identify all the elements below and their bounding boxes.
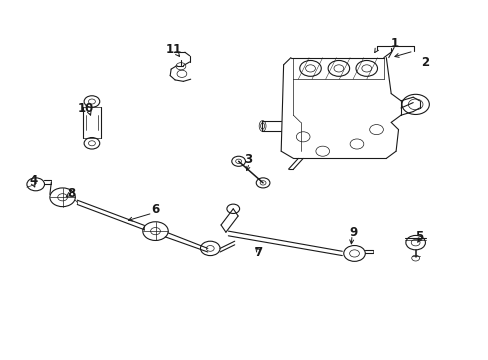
Text: 7: 7 [254,246,262,259]
Text: 2: 2 [421,57,428,69]
Text: 5: 5 [415,230,423,243]
Text: 3: 3 [244,153,252,166]
Text: 1: 1 [390,37,398,50]
Text: 9: 9 [348,226,356,239]
Text: 8: 8 [67,187,75,200]
Text: 4: 4 [29,174,37,187]
Text: 6: 6 [151,203,159,216]
Text: 10: 10 [77,102,94,114]
Text: 11: 11 [165,43,182,56]
